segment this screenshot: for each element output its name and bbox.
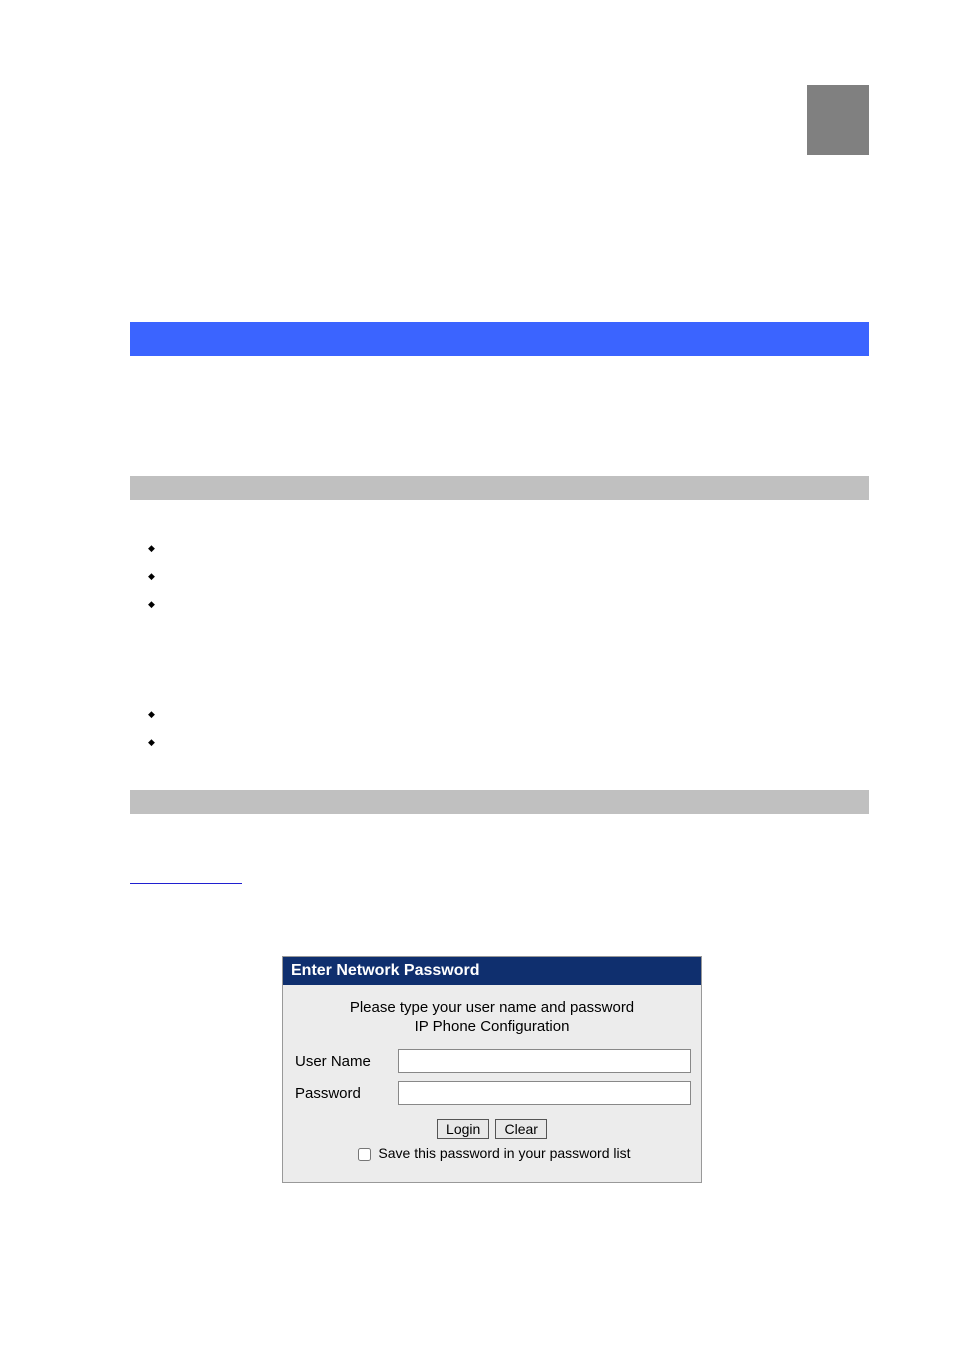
- bullet-item: [148, 540, 166, 568]
- login-subtitle: IP Phone Configuration: [293, 1018, 691, 1045]
- save-password-label: Save this password in your password list: [378, 1145, 630, 1161]
- login-dialog: Enter Network Password Please type your …: [282, 956, 702, 1183]
- bullet-item: [148, 568, 166, 596]
- section-gray-bar-1: [130, 476, 869, 500]
- bullet-list-2: [148, 706, 166, 762]
- username-label: User Name: [293, 1053, 398, 1070]
- save-password-checkbox[interactable]: [358, 1148, 371, 1161]
- username-row: User Name: [293, 1045, 691, 1077]
- login-button-row: Login Clear: [293, 1109, 691, 1143]
- clear-button[interactable]: Clear: [495, 1119, 546, 1139]
- login-message: Please type your user name and password: [293, 995, 691, 1018]
- username-input[interactable]: [398, 1049, 691, 1073]
- login-dialog-title: Enter Network Password: [283, 957, 701, 985]
- header-gray-block: [807, 85, 869, 155]
- section-gray-bar-2: [130, 790, 869, 814]
- bullet-item: [148, 706, 166, 734]
- bullet-item: [148, 734, 166, 762]
- section-blue-bar: [130, 322, 869, 356]
- bullet-list-1: [148, 540, 166, 624]
- bullet-item: [148, 596, 166, 624]
- page: Enter Network Password Please type your …: [0, 0, 954, 1351]
- password-input[interactable]: [398, 1081, 691, 1105]
- password-row: Password: [293, 1077, 691, 1109]
- save-password-row: Save this password in your password list: [293, 1143, 691, 1168]
- login-dialog-body: Please type your user name and password …: [283, 985, 701, 1182]
- login-button[interactable]: Login: [437, 1119, 489, 1139]
- password-label: Password: [293, 1085, 398, 1102]
- hyperlink-underline[interactable]: [130, 882, 242, 884]
